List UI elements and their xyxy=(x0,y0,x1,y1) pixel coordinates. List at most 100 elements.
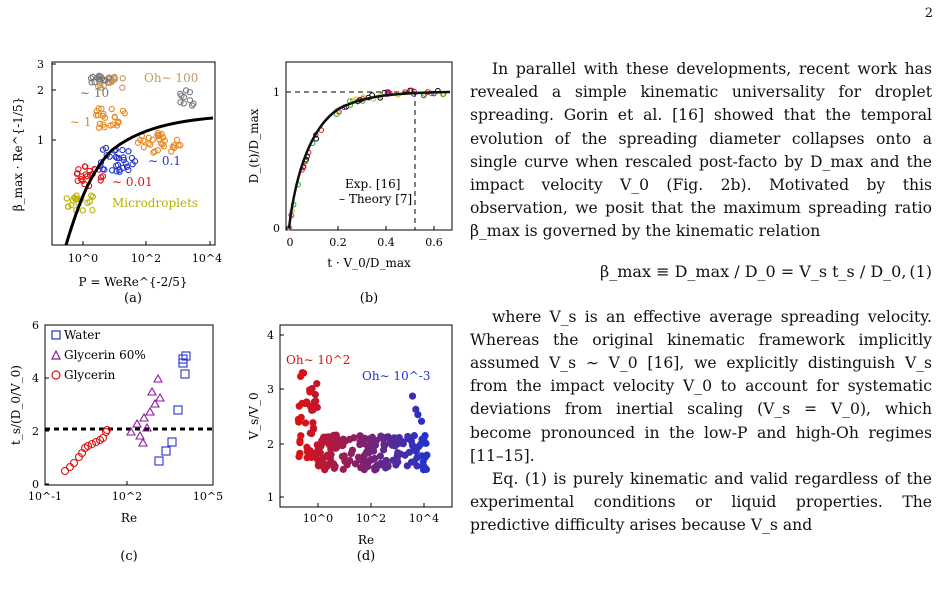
panel-d-data-point xyxy=(351,460,360,468)
panel-a-xtick: 10^4 xyxy=(192,252,222,265)
panel-c: 6 4 2 0 10^-1 10^2 10^5 Re t_s/(D_0/V_0)… xyxy=(9,319,223,525)
panel-a-data-point xyxy=(156,131,163,139)
panel-d-data-point xyxy=(376,452,384,460)
panel-d-data-point xyxy=(314,445,322,453)
panel-d-xlabel: Re xyxy=(358,533,374,547)
panel-d-ytick: 2 xyxy=(267,438,274,451)
panel-d-data-point xyxy=(302,399,310,408)
panel-a-data-point xyxy=(151,148,158,155)
panel-a-data-point xyxy=(119,164,127,172)
panel-d-data-point xyxy=(359,461,367,469)
water-point xyxy=(167,437,177,447)
panel-d-caption: (d) xyxy=(357,549,375,564)
panel-a-data-point xyxy=(79,207,86,214)
panel-a-data-point xyxy=(65,203,72,210)
panel-d-data-point xyxy=(329,434,337,442)
panel-a-data-point xyxy=(186,97,194,104)
panel-a-data-point xyxy=(177,142,184,149)
paragraph-2: where V_s is an effective average spread… xyxy=(470,307,932,465)
panel-a-data-point xyxy=(128,154,136,162)
water-point xyxy=(181,351,191,361)
panel-a-data-point xyxy=(101,114,109,121)
figure-2: 1 2 3 10^0 10^2 10^4 P = WeRe^{-2/5} β_m… xyxy=(9,58,453,564)
panel-c-ytick: 0 xyxy=(32,478,39,491)
panel-a-data-point xyxy=(170,142,177,149)
panel-a-data-point xyxy=(84,173,91,180)
panel-a-data-point xyxy=(125,148,132,155)
panel-d-data-point xyxy=(386,439,394,447)
panel-c-legend-glycerin60: Glycerin 60% xyxy=(64,348,146,362)
panel-a-data-point xyxy=(180,100,187,107)
panel-a-data-point xyxy=(82,171,89,178)
page-number: 2 xyxy=(924,6,933,21)
panel-a-data-point xyxy=(119,75,126,82)
glycerin-point xyxy=(83,441,93,451)
panel-a-annotation: Microdroplets xyxy=(112,196,198,210)
panel-d-data-point xyxy=(390,434,398,442)
glycerin60-point xyxy=(135,430,145,440)
panel-a-data-point xyxy=(75,166,82,173)
panel-b-caption: (b) xyxy=(360,291,378,306)
panel-d-data-point xyxy=(312,397,320,405)
glycerin-point xyxy=(91,437,101,447)
panel-d-data-point xyxy=(347,449,355,458)
panel-a-ylabel: β_max · Re^{-1/5} xyxy=(11,97,25,212)
panel-a-xtick: 10^0 xyxy=(68,252,98,265)
panel-d-data-point xyxy=(393,452,401,460)
panel-a-data-point xyxy=(116,168,123,175)
glycerin60-point xyxy=(138,437,148,447)
panel-d-data-point xyxy=(331,462,339,470)
water-point xyxy=(161,446,171,456)
panel-d-data-point xyxy=(311,390,319,399)
panel-d-data-point xyxy=(320,433,328,441)
panel-a: 1 2 3 10^0 10^2 10^4 P = WeRe^{-2/5} β_m… xyxy=(11,58,222,289)
panel-a-data-point xyxy=(69,197,76,204)
panel-a-xlabel: P = WeRe^{-2/5} xyxy=(78,275,187,289)
panel-d-data-point xyxy=(379,446,388,454)
panel-d-data-point xyxy=(392,461,400,469)
panel-c-caption: (c) xyxy=(120,549,137,564)
panel-a-data-point xyxy=(189,102,196,109)
panel-d-data-point xyxy=(309,419,317,427)
water-point xyxy=(180,369,190,379)
panel-b-ytick: 1 xyxy=(273,86,280,99)
paragraph-3: Eq. (1) is purely kinematic and valid re… xyxy=(470,470,932,535)
panel-a-data-point xyxy=(123,163,131,170)
equation-number: (1) xyxy=(909,261,932,281)
panel-a-ytick: 2 xyxy=(37,84,44,97)
panel-d-data-point xyxy=(380,440,388,449)
panel-d-ytick: 4 xyxy=(267,329,274,342)
panel-a-data-point xyxy=(125,166,132,174)
panel-a-annotation: ∼ 10 xyxy=(80,86,109,100)
panel-b: 1 0 0 0.2 0.4 0.6 t · V_0/D_max D_(t)/D_… xyxy=(247,61,453,270)
panel-a-data-point xyxy=(111,114,118,121)
panel-a-data-point xyxy=(100,121,107,128)
glycerin-point xyxy=(65,462,75,472)
panel-a-data-point xyxy=(96,120,104,128)
panel-d-data-point xyxy=(295,402,303,410)
glycerin60-point xyxy=(155,392,165,402)
panel-a-data-point xyxy=(155,129,162,137)
panel-d-data-point xyxy=(423,451,431,459)
panel-d-xtick: 10^0 xyxy=(303,512,333,525)
panel-d-data-point xyxy=(301,419,310,427)
panel-d-data-point xyxy=(309,425,318,433)
panel-b-xtick: 0.6 xyxy=(425,236,443,249)
panel-d-xtick: 10^4 xyxy=(409,512,439,525)
panel-a-data-point xyxy=(89,207,96,214)
panel-a-data-point xyxy=(108,105,115,113)
panel-d-data-point xyxy=(319,455,327,463)
equation-formula: β_max ≡ D_max / D_0 = V_s t_s / D_0, xyxy=(600,261,907,281)
panel-a-data-point xyxy=(97,174,105,181)
panel-a-data-point xyxy=(150,149,157,156)
panel-a-data-point xyxy=(89,73,96,80)
panel-d-data-point xyxy=(313,380,321,388)
panel-d-annotation: Oh∼ 10^-3 xyxy=(362,369,430,383)
panel-d-data-point xyxy=(308,406,316,414)
panel-a-data-point xyxy=(114,161,122,169)
panel-d-annotation: Oh∼ 10^2 xyxy=(286,353,350,367)
panel-d-data-point xyxy=(350,434,358,442)
panel-d-data-point xyxy=(418,435,426,443)
panel-c-ytick: 2 xyxy=(32,425,39,438)
panel-a-data-point xyxy=(74,177,81,184)
